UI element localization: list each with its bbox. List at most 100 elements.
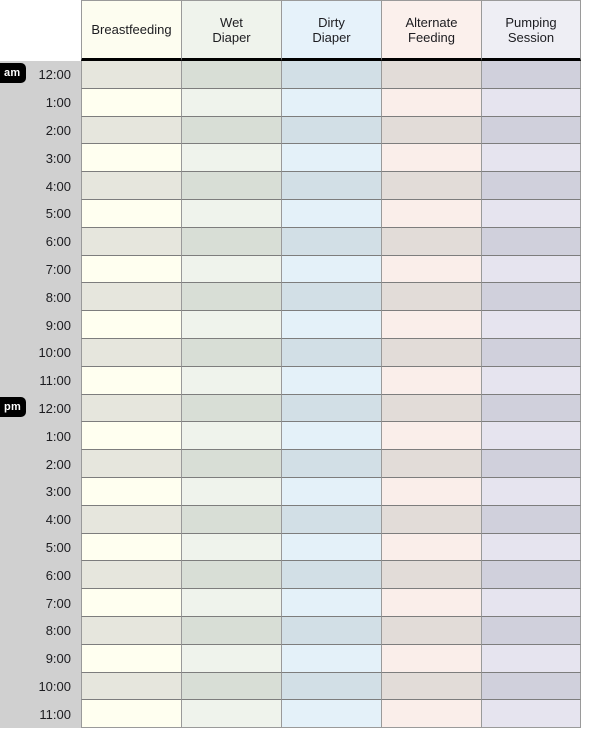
log-cell-dd[interactable] <box>281 477 381 506</box>
log-cell-dd[interactable] <box>281 672 381 701</box>
log-cell-wd[interactable] <box>181 116 281 145</box>
column-header-pumping-session[interactable]: Pumping Session <box>481 0 581 61</box>
log-cell-wd[interactable] <box>181 589 281 617</box>
log-cell-af[interactable] <box>381 450 481 478</box>
log-cell-dd[interactable] <box>281 505 381 534</box>
log-cell-dd[interactable] <box>281 700 381 729</box>
log-cell-bf[interactable] <box>81 227 181 256</box>
log-cell-bf[interactable] <box>81 61 181 89</box>
log-cell-wd[interactable] <box>181 644 281 673</box>
log-cell-af[interactable] <box>381 116 481 145</box>
column-header-wet-diaper[interactable]: Wet Diaper <box>181 0 281 61</box>
log-cell-ps[interactable] <box>481 450 581 478</box>
log-cell-dd[interactable] <box>281 533 381 562</box>
log-cell-dd[interactable] <box>281 172 381 200</box>
column-header-dirty-diaper[interactable]: Dirty Diaper <box>281 0 381 61</box>
log-cell-af[interactable] <box>381 505 481 534</box>
log-cell-af[interactable] <box>381 338 481 367</box>
log-cell-wd[interactable] <box>181 477 281 506</box>
log-cell-bf[interactable] <box>81 644 181 673</box>
log-cell-bf[interactable] <box>81 172 181 200</box>
log-cell-dd[interactable] <box>281 589 381 617</box>
log-cell-ps[interactable] <box>481 700 581 729</box>
log-cell-ps[interactable] <box>481 616 581 645</box>
log-cell-wd[interactable] <box>181 144 281 173</box>
log-cell-wd[interactable] <box>181 366 281 395</box>
log-cell-wd[interactable] <box>181 88 281 117</box>
log-cell-wd[interactable] <box>181 172 281 200</box>
log-cell-af[interactable] <box>381 533 481 562</box>
log-cell-bf[interactable] <box>81 700 181 729</box>
log-cell-bf[interactable] <box>81 477 181 506</box>
log-cell-ps[interactable] <box>481 394 581 423</box>
log-cell-wd[interactable] <box>181 283 281 312</box>
log-cell-dd[interactable] <box>281 61 381 89</box>
log-cell-bf[interactable] <box>81 616 181 645</box>
log-cell-ps[interactable] <box>481 283 581 312</box>
log-cell-dd[interactable] <box>281 116 381 145</box>
log-cell-wd[interactable] <box>181 338 281 367</box>
log-cell-dd[interactable] <box>281 311 381 339</box>
log-cell-wd[interactable] <box>181 255 281 284</box>
log-cell-dd[interactable] <box>281 144 381 173</box>
log-cell-dd[interactable] <box>281 255 381 284</box>
log-cell-bf[interactable] <box>81 561 181 590</box>
log-cell-bf[interactable] <box>81 116 181 145</box>
log-cell-ps[interactable] <box>481 366 581 395</box>
log-cell-dd[interactable] <box>281 366 381 395</box>
log-cell-af[interactable] <box>381 644 481 673</box>
log-cell-bf[interactable] <box>81 422 181 451</box>
log-cell-bf[interactable] <box>81 338 181 367</box>
log-cell-af[interactable] <box>381 61 481 89</box>
log-cell-af[interactable] <box>381 227 481 256</box>
log-cell-ps[interactable] <box>481 505 581 534</box>
log-cell-dd[interactable] <box>281 227 381 256</box>
log-cell-dd[interactable] <box>281 199 381 228</box>
log-cell-wd[interactable] <box>181 505 281 534</box>
log-cell-ps[interactable] <box>481 589 581 617</box>
log-cell-wd[interactable] <box>181 61 281 89</box>
log-cell-wd[interactable] <box>181 199 281 228</box>
log-cell-dd[interactable] <box>281 338 381 367</box>
log-cell-ps[interactable] <box>481 477 581 506</box>
log-cell-dd[interactable] <box>281 616 381 645</box>
log-cell-ps[interactable] <box>481 561 581 590</box>
log-cell-af[interactable] <box>381 589 481 617</box>
log-cell-af[interactable] <box>381 394 481 423</box>
column-header-alternate-feeding[interactable]: Alternate Feeding <box>381 0 481 61</box>
log-cell-bf[interactable] <box>81 255 181 284</box>
log-cell-ps[interactable] <box>481 227 581 256</box>
log-cell-wd[interactable] <box>181 700 281 729</box>
log-cell-af[interactable] <box>381 283 481 312</box>
log-cell-bf[interactable] <box>81 311 181 339</box>
log-cell-af[interactable] <box>381 172 481 200</box>
log-cell-af[interactable] <box>381 311 481 339</box>
log-cell-af[interactable] <box>381 144 481 173</box>
log-cell-af[interactable] <box>381 88 481 117</box>
log-cell-ps[interactable] <box>481 311 581 339</box>
log-cell-af[interactable] <box>381 366 481 395</box>
log-cell-ps[interactable] <box>481 172 581 200</box>
log-cell-dd[interactable] <box>281 422 381 451</box>
log-cell-ps[interactable] <box>481 644 581 673</box>
log-cell-ps[interactable] <box>481 199 581 228</box>
log-cell-bf[interactable] <box>81 672 181 701</box>
log-cell-ps[interactable] <box>481 88 581 117</box>
log-cell-ps[interactable] <box>481 338 581 367</box>
log-cell-bf[interactable] <box>81 366 181 395</box>
log-cell-wd[interactable] <box>181 450 281 478</box>
log-cell-wd[interactable] <box>181 227 281 256</box>
log-cell-ps[interactable] <box>481 255 581 284</box>
log-cell-dd[interactable] <box>281 283 381 312</box>
log-cell-af[interactable] <box>381 672 481 701</box>
log-cell-ps[interactable] <box>481 672 581 701</box>
log-cell-dd[interactable] <box>281 561 381 590</box>
log-cell-af[interactable] <box>381 616 481 645</box>
log-cell-ps[interactable] <box>481 116 581 145</box>
log-cell-ps[interactable] <box>481 533 581 562</box>
log-cell-dd[interactable] <box>281 450 381 478</box>
log-cell-bf[interactable] <box>81 450 181 478</box>
log-cell-af[interactable] <box>381 561 481 590</box>
log-cell-dd[interactable] <box>281 394 381 423</box>
log-cell-af[interactable] <box>381 422 481 451</box>
